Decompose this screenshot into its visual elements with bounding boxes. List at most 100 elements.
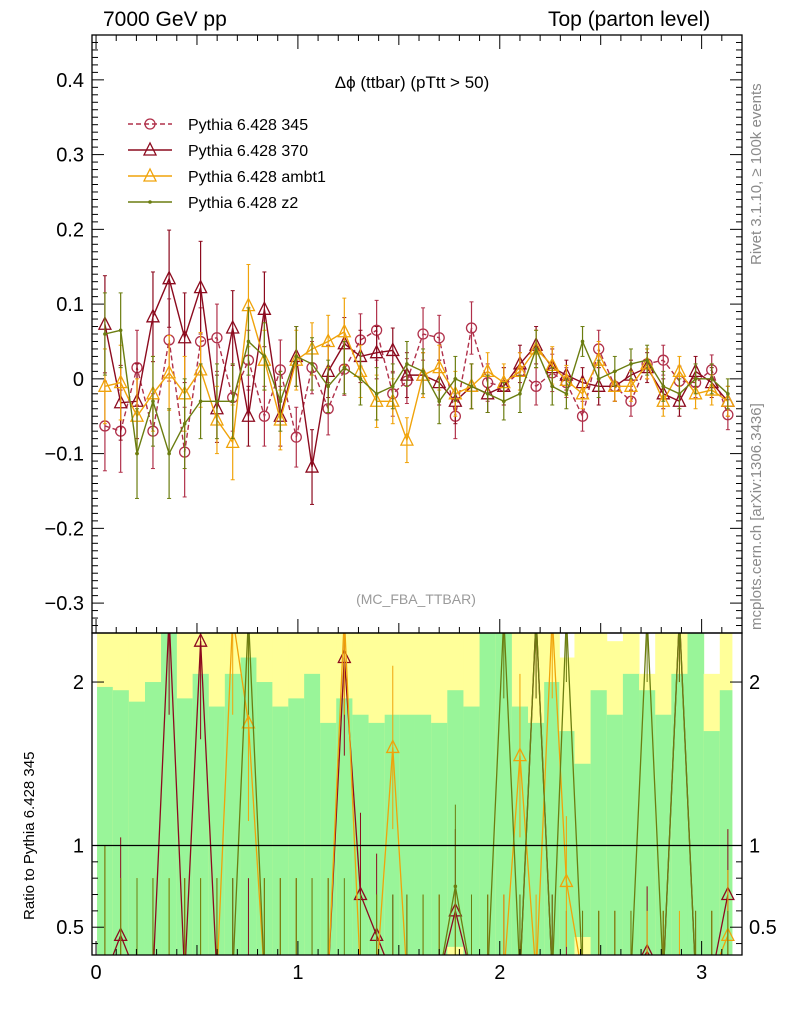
data-point xyxy=(421,369,425,374)
green-band xyxy=(336,698,353,955)
data-point xyxy=(672,362,687,378)
legend-label: Pythia 6.428 ambt1 xyxy=(188,169,326,186)
data-point xyxy=(437,399,442,404)
y-tick-label: 0 xyxy=(73,369,84,391)
data-point xyxy=(337,323,352,338)
data-point xyxy=(304,458,320,473)
data-point xyxy=(230,399,235,404)
data-point xyxy=(369,344,384,359)
green-band xyxy=(288,698,305,955)
data-point xyxy=(290,431,302,443)
ratio-y-tick-label: 2 xyxy=(73,672,84,694)
legend-marker xyxy=(148,200,152,204)
data-point xyxy=(385,341,400,357)
legend-item: Pythia 6.428 370 xyxy=(128,141,308,160)
data-point xyxy=(405,362,409,366)
data-point xyxy=(465,322,478,334)
data-point xyxy=(182,421,187,426)
data-point xyxy=(688,385,703,400)
data-point xyxy=(278,399,283,404)
data-point xyxy=(97,377,112,392)
ratio-y-tick-label-right: 2 xyxy=(749,672,760,694)
ratio-series-2 xyxy=(104,633,729,955)
data-point xyxy=(294,354,299,359)
data-point xyxy=(677,392,682,396)
data-point xyxy=(162,364,177,379)
ratio-y-tick-label-right: 0.5 xyxy=(749,917,777,939)
data-point xyxy=(575,385,590,400)
ratio-y-tick-label: 1 xyxy=(73,835,84,857)
green-band xyxy=(687,633,705,955)
y-tick-label: 0.3 xyxy=(56,145,84,167)
data-point xyxy=(103,332,107,336)
ratio-point xyxy=(559,872,574,888)
data-point xyxy=(225,433,240,449)
data-point xyxy=(211,332,223,344)
data-point xyxy=(177,329,192,344)
data-point xyxy=(433,332,445,344)
green-band xyxy=(97,686,114,955)
y-tick-label: −0.2 xyxy=(45,518,84,540)
data-point xyxy=(576,410,589,422)
ratio-series-group xyxy=(104,633,735,955)
data-point xyxy=(518,392,522,396)
data-point xyxy=(623,377,639,392)
data-point xyxy=(246,339,251,344)
green-band xyxy=(606,714,624,955)
data-point xyxy=(645,358,649,362)
data-point xyxy=(162,270,177,285)
series-1 xyxy=(97,229,735,505)
series-line xyxy=(104,329,729,456)
green-band xyxy=(128,701,146,955)
data-point xyxy=(564,392,569,396)
legend-marker xyxy=(144,118,156,130)
green-band xyxy=(431,722,448,955)
series-line xyxy=(104,276,729,468)
data-point xyxy=(550,384,555,389)
green-band xyxy=(368,722,386,955)
green-band xyxy=(639,690,656,955)
data-point xyxy=(118,328,123,333)
data-point xyxy=(502,399,506,404)
green-band xyxy=(272,706,289,955)
data-point xyxy=(258,410,271,422)
data-point xyxy=(326,384,330,389)
y-tick-label: 0.2 xyxy=(56,219,84,241)
green-band xyxy=(590,690,608,955)
ratio-y-tick-label-right: 1 xyxy=(749,835,760,857)
x-tick-label: 1 xyxy=(292,962,303,984)
data-point xyxy=(321,333,336,348)
data-point xyxy=(310,362,314,366)
y-tick-label: 0.1 xyxy=(56,294,84,316)
series-0 xyxy=(99,298,734,498)
legend-item: Pythia 6.428 ambt1 xyxy=(128,167,326,186)
data-point xyxy=(453,377,458,381)
ratio-point xyxy=(641,943,653,955)
green-band xyxy=(112,690,130,955)
data-point xyxy=(534,347,538,351)
data-point xyxy=(215,399,219,404)
legend-item: Pythia 6.428 345 xyxy=(128,117,308,134)
data-point xyxy=(693,377,698,381)
data-point xyxy=(257,300,272,315)
data-point xyxy=(198,399,203,404)
series-line xyxy=(104,327,729,453)
data-point xyxy=(469,384,474,389)
data-point xyxy=(580,339,585,344)
legend-marker xyxy=(142,167,158,182)
x-tick-label: 2 xyxy=(494,962,505,984)
data-point xyxy=(135,451,139,456)
data-point xyxy=(151,399,155,404)
main-series-group xyxy=(97,229,735,505)
data-point xyxy=(113,374,128,389)
green-band xyxy=(304,673,321,955)
data-point xyxy=(358,377,363,381)
series-3 xyxy=(102,292,730,499)
data-point xyxy=(629,362,633,366)
green-band xyxy=(703,731,721,955)
legend-label: Pythia 6.428 z2 xyxy=(188,195,298,212)
data-point xyxy=(657,354,669,366)
data-point xyxy=(399,431,414,446)
ratio-point xyxy=(385,738,400,754)
